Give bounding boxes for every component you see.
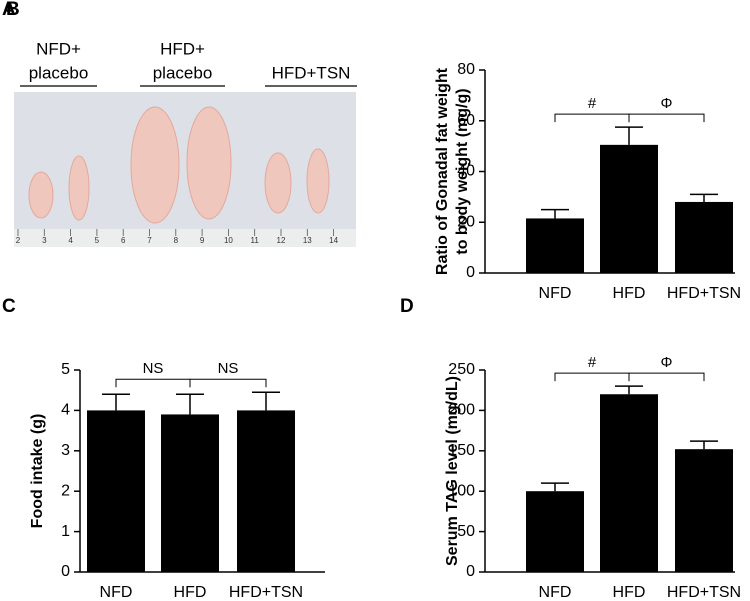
x-tick-label: NFD (100, 584, 133, 601)
significance-label: NS (218, 360, 239, 377)
y-tick-label: 150 (448, 442, 475, 459)
significance-bracket (628, 113, 705, 123)
significance-bracket (115, 378, 191, 388)
y-tick-label: 2 (61, 482, 70, 499)
ruler (14, 229, 356, 247)
significance-label: # (588, 95, 597, 112)
significance-label: Φ (661, 95, 673, 112)
group-label: HFD+ (160, 39, 205, 58)
panel-label: B (6, 0, 20, 20)
x-tick-label: NFD (539, 285, 572, 302)
ruler-number: 8 (174, 236, 179, 245)
y-tick-label: 3 (61, 442, 70, 459)
y-tick-label: 1 (61, 523, 70, 540)
significance-bracket (189, 378, 267, 388)
y-tick-label: 40 (457, 163, 475, 180)
x-tick-label: HFD+TSN (667, 584, 741, 601)
significance-label: Φ (661, 354, 673, 371)
bar (87, 410, 145, 572)
y-tick-label: 0 (466, 563, 475, 580)
tissue-samples (28, 106, 330, 224)
y-tick-label: 0 (61, 563, 70, 580)
bar (675, 449, 733, 572)
ruler-number: 4 (68, 236, 73, 245)
panel-label: A (2, 0, 16, 20)
ruler-number: 2 (16, 236, 21, 245)
x-tick-label: HFD (174, 584, 207, 601)
bar (526, 491, 584, 572)
bar (600, 394, 658, 572)
x-tick-label: HFD+TSN (229, 584, 303, 601)
y-tick-label: 4 (61, 402, 70, 419)
ruler-number: 13 (303, 236, 312, 245)
ruler-number: 10 (224, 236, 233, 245)
ruler-number: 3 (42, 236, 47, 245)
ruler-number: 12 (277, 236, 286, 245)
y-tick-label: 0 (466, 264, 475, 281)
ruler-number: 9 (200, 236, 205, 245)
y-tick-label: 60 (457, 112, 475, 129)
y-axis-title: Food intake (g) (29, 414, 46, 529)
group-label: placebo (153, 63, 213, 82)
y-tick-label: 20 (457, 213, 475, 230)
significance-bracket (628, 372, 705, 382)
significance-label: NS (143, 360, 164, 377)
group-label: placebo (29, 63, 89, 82)
y-tick-label: 5 (61, 361, 70, 378)
group-label: HFD+TSN (272, 63, 351, 82)
significance-bracket (554, 372, 630, 382)
bar (161, 414, 219, 572)
bar (600, 144, 658, 273)
panel-label: C (2, 296, 16, 317)
bar (675, 201, 733, 273)
group-label: NFD+ (36, 39, 81, 58)
ruler-number: 5 (95, 236, 100, 245)
panel-label: D (400, 296, 414, 317)
bar (526, 218, 584, 273)
x-tick-label: HFD+TSN (667, 285, 741, 302)
x-tick-label: HFD (613, 285, 646, 302)
photo-background (14, 92, 356, 247)
ruler-number: 11 (251, 236, 260, 245)
ruler-number: 6 (121, 236, 126, 245)
y-tick-label: 250 (448, 361, 475, 378)
y-axis-title: to body weight (mg/g) (454, 88, 471, 254)
y-tick-label: 100 (448, 482, 475, 499)
y-tick-label: 200 (448, 402, 475, 419)
significance-bracket (554, 113, 630, 123)
significance-label: # (588, 354, 597, 371)
x-tick-label: HFD (613, 584, 646, 601)
ruler-number: 14 (329, 236, 338, 245)
y-axis-title: Serum TAG level (mg/dL) (444, 376, 461, 566)
y-tick-label: 50 (457, 523, 475, 540)
y-tick-label: 80 (457, 61, 475, 78)
x-tick-label: NFD (539, 584, 572, 601)
bar (237, 410, 295, 572)
ruler-number: 7 (147, 236, 152, 245)
y-axis-title: Ratio of Gonadal fat weight (434, 67, 451, 275)
